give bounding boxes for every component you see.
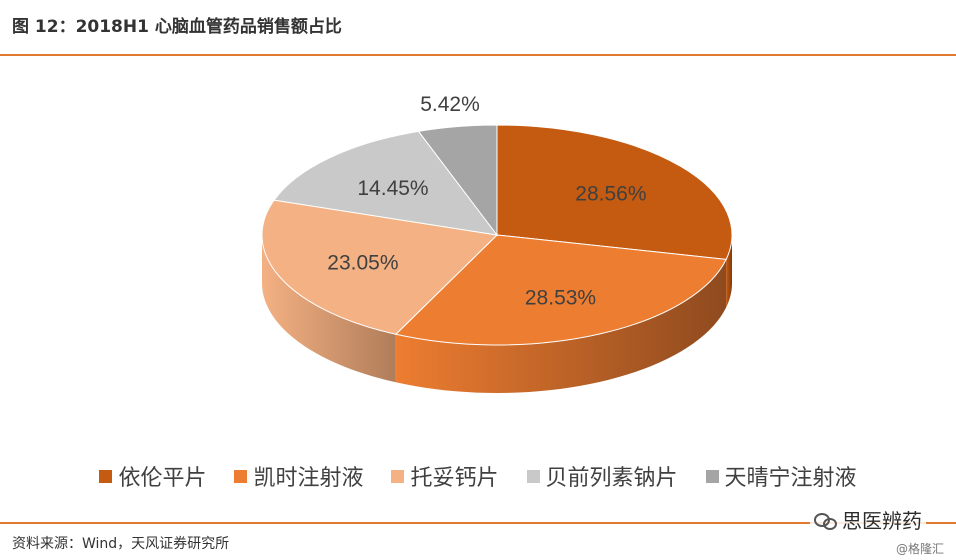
pie-data-label-1: 28.53%	[525, 286, 596, 309]
pie-side-2	[262, 235, 396, 383]
legend-swatch-4	[705, 469, 719, 483]
brand-name: 思医辨药	[842, 509, 922, 533]
title-divider	[0, 54, 956, 56]
legend-label-1: 凯时注射液	[253, 466, 364, 491]
legend-label-0: 依伦平片	[118, 466, 207, 491]
pie-top	[261, 124, 733, 346]
legend-label-4: 天晴宁注射液	[724, 466, 857, 491]
pie-slice-3	[273, 130, 499, 236]
pie-chart: 28.56% 28.53% 23.05% 14.45% 5.42%	[261, 93, 733, 393]
pie-data-label-3: 14.45%	[357, 177, 428, 200]
pie-side-0	[726, 235, 732, 308]
legend-item-1: 凯时注射液	[234, 460, 363, 492]
pie-slice-1	[394, 234, 727, 346]
legend-label-3: 贝前列素钠片	[545, 466, 678, 491]
pie-data-label-0: 28.56%	[575, 183, 646, 206]
legend-item-3: 贝前列素钠片	[526, 460, 678, 492]
page-title: 图 12：2018H1 心脑血管药品销售额占比	[12, 17, 342, 37]
pie-slice-2	[261, 199, 499, 335]
legend-item-2: 托妥钙片	[391, 460, 499, 492]
legend-label-2: 托妥钙片	[410, 466, 499, 491]
brand-badge: 思医辨药	[810, 505, 926, 534]
pie-sides	[262, 235, 732, 393]
pie-side-1	[395, 259, 727, 393]
legend-swatch-1	[234, 469, 248, 483]
footer-divider	[0, 522, 956, 524]
legend-swatch-3	[526, 469, 540, 483]
chart-legend: 依伦平片 凯时注射液 托妥钙片 贝前列素钠片 天晴宁注射液	[0, 460, 956, 492]
pie-data-label-4: 5.42%	[420, 93, 480, 116]
legend-item-4: 天晴宁注射液	[705, 460, 857, 492]
pie-slice-0	[496, 124, 733, 260]
legend-swatch-2	[391, 469, 405, 483]
watermark: @格隆汇	[895, 542, 944, 556]
pie-labels: 28.56% 28.53% 23.05% 14.45% 5.42%	[327, 93, 646, 309]
pie-data-label-2: 23.05%	[327, 252, 398, 275]
source-note: 资料来源：Wind，天风证券研究所	[12, 536, 230, 552]
pie-slice-4	[417, 124, 498, 237]
legend-swatch-0	[99, 469, 113, 483]
wechat-icon	[814, 511, 837, 530]
legend-item-0: 依伦平片	[99, 460, 206, 492]
